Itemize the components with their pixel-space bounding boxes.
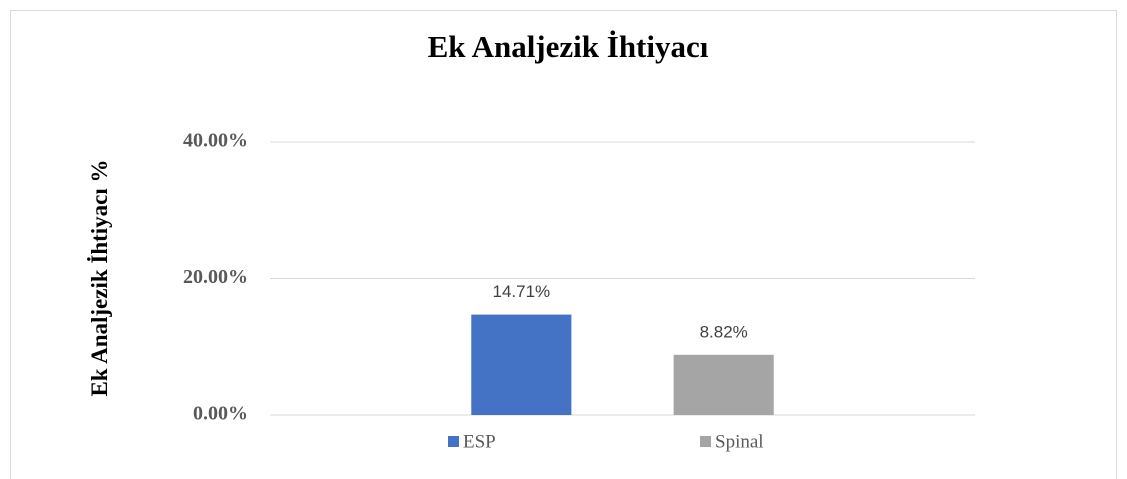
- legend-label: Spinal: [715, 431, 764, 452]
- bar: [471, 314, 572, 415]
- chart-frame: [10, 10, 1117, 479]
- legend-swatch: [700, 436, 711, 447]
- y-axis-label: Ek Analjezik İhtiyacı %: [87, 159, 112, 397]
- y-tick-label: 0.00%: [193, 403, 248, 425]
- chart-title: Ek Analjezik İhtiyacı: [428, 29, 709, 64]
- value-label: 14.71%: [492, 282, 550, 301]
- legend-swatch: [448, 436, 459, 447]
- bar: [673, 354, 774, 415]
- value-label: 8.82%: [700, 322, 748, 341]
- y-tick-label: 20.00%: [183, 266, 248, 288]
- legend-label: ESP: [463, 431, 496, 452]
- y-tick-label: 40.00%: [183, 130, 248, 152]
